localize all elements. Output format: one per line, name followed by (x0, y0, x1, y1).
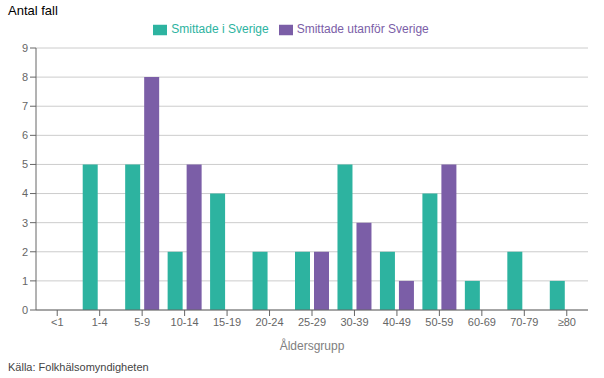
svg-text:<1: <1 (51, 316, 64, 328)
svg-text:7: 7 (22, 100, 28, 112)
html-text:Källa: Folkhälsomyndigheten: Källa: Folkhälsomyndigheten (8, 361, 149, 373)
svg-text:15-19: 15-19 (213, 316, 241, 328)
svg-text:6: 6 (22, 129, 28, 141)
svg-text:9: 9 (22, 42, 28, 54)
svg-text:1-4: 1-4 (92, 316, 108, 328)
svg-text:30-39: 30-39 (340, 316, 368, 328)
svg-text:2: 2 (22, 246, 28, 258)
svg-text:8: 8 (22, 71, 28, 83)
svg-text:40-49: 40-49 (383, 316, 411, 328)
svg-text:5-9: 5-9 (134, 316, 150, 328)
html-text:Smittade i Sverige: Smittade i Sverige (171, 22, 269, 36)
svg-text:20-24: 20-24 (255, 316, 283, 328)
svg-text:25-29: 25-29 (298, 316, 326, 328)
svg-text:0: 0 (22, 304, 28, 316)
svg-text:≥80: ≥80 (558, 316, 576, 328)
html-text:Antal fall: Antal fall (8, 3, 58, 18)
svg-text:70-79: 70-79 (510, 316, 538, 328)
svg-text:50-59: 50-59 (425, 316, 453, 328)
html-text:Smittade utanför Sverige: Smittade utanför Sverige (296, 22, 429, 36)
svg-text:4: 4 (22, 187, 28, 199)
svg-text:5: 5 (22, 158, 28, 170)
svg-text:Åldersgrupp: Åldersgrupp (280, 338, 345, 353)
svg-text:3: 3 (22, 217, 28, 229)
svg-text:10-14: 10-14 (171, 316, 199, 328)
svg-text:1: 1 (22, 275, 28, 287)
svg-text:60-69: 60-69 (468, 316, 496, 328)
